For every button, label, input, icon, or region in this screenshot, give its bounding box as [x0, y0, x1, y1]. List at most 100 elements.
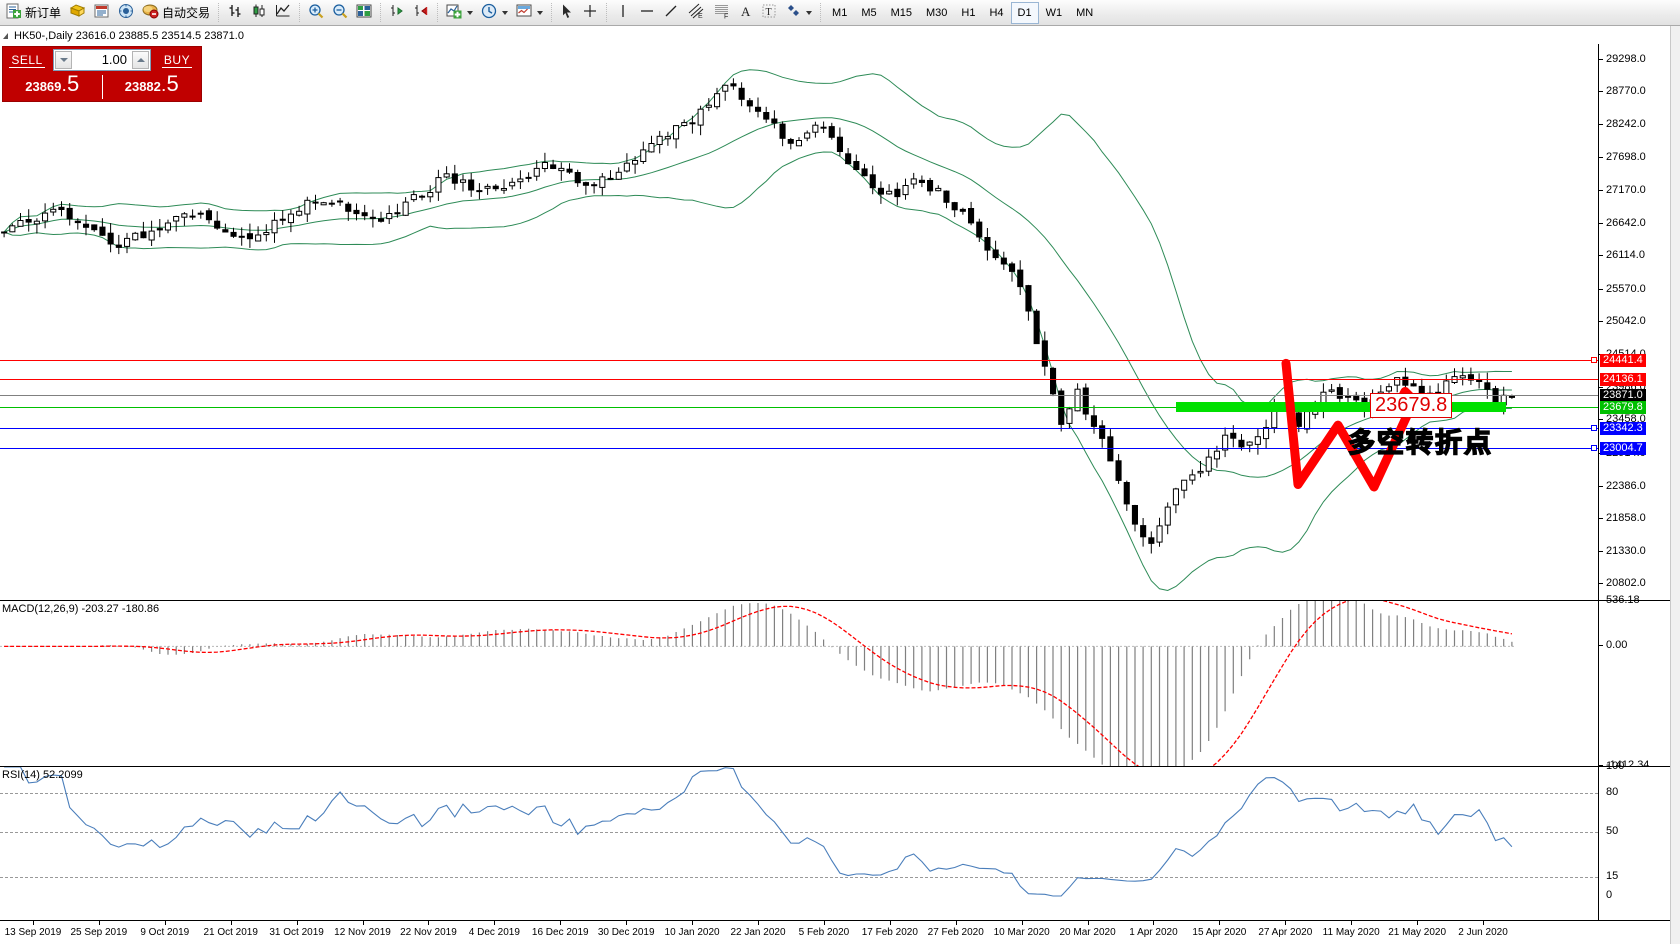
zoom-in-button[interactable] — [304, 2, 328, 24]
templates-button[interactable] — [512, 2, 547, 24]
macd-scale: 536.18 0.00 -1412.34 — [1598, 594, 1680, 771]
price-level-line[interactable] — [0, 394, 1598, 396]
shapes-dropdown-caret[interactable] — [806, 10, 813, 15]
trendline-button[interactable] — [659, 2, 683, 24]
timeframe-m1[interactable]: M1 — [832, 6, 848, 19]
text-icon: A — [739, 3, 753, 22]
one-click-trading-panel[interactable]: SELL 1.00 BUY 23869 . 5 23882 . 5 — [2, 46, 202, 102]
shapes-button[interactable] — [781, 2, 816, 24]
indicators-button[interactable] — [442, 2, 477, 24]
price-plot[interactable]: 23679.8 多空转折点 — [0, 44, 1598, 600]
fibonacci-button[interactable]: F — [709, 2, 735, 24]
text-button[interactable]: A — [735, 2, 757, 24]
support-zone-rectangle[interactable] — [1176, 401, 1506, 412]
buy-price-integer: 23882 — [124, 79, 161, 94]
chart-collapse-icon[interactable] — [3, 33, 8, 39]
buy-label: BUY — [161, 52, 193, 68]
price-scale[interactable]: 29298.0 28770.0 28242.0 27698.0 27170.0 26642… — [1598, 44, 1680, 600]
price-level-line[interactable] — [0, 448, 1598, 450]
rsi-tick-label: 0 — [1606, 889, 1613, 901]
chart-grid-button[interactable] — [352, 2, 376, 24]
sell-price[interactable]: 23869 . 5 — [3, 73, 102, 101]
price-level-tag[interactable]: 24441.4 — [1600, 353, 1646, 367]
price-level-line[interactable] — [0, 406, 1598, 408]
timeframe-m30[interactable]: M30 — [926, 6, 948, 19]
buy-price-separator: . — [161, 79, 166, 94]
crosshair-tool-button[interactable] — [578, 2, 602, 24]
price-level-tag[interactable]: 23871.0 — [1600, 388, 1646, 402]
chart-autoscroll-button[interactable] — [409, 2, 433, 24]
new-order-button[interactable]: 新订单 — [2, 2, 65, 24]
price-level-handle[interactable] — [1591, 356, 1597, 363]
date-tick — [1417, 921, 1419, 925]
price-level-tag[interactable]: 23679.8 — [1600, 400, 1646, 414]
profiles-icon-button[interactable] — [65, 2, 90, 24]
price-level-tag[interactable]: 23004.7 — [1600, 442, 1646, 456]
bar-chart-button[interactable] — [223, 2, 247, 24]
period-button[interactable] — [477, 2, 512, 24]
equidistant-channel-button[interactable]: E — [683, 2, 709, 24]
vertical-line-button[interactable] — [611, 2, 635, 24]
price-level-handle[interactable] — [1591, 445, 1597, 452]
indicators-icon — [446, 3, 462, 22]
price-pane[interactable]: 23679.8 多空转折点 29298.0 28770.0 28242.0 27698.… — [0, 44, 1680, 600]
macd-pane[interactable]: MACD(12,26,9) -203.27 -180.86 536.18 0.00… — [0, 594, 1680, 771]
price-tick-label: 27170.0 — [1606, 184, 1646, 197]
macd-plot[interactable] — [0, 601, 1598, 766]
market-watch-icon-button[interactable] — [90, 2, 114, 24]
date-tick-label: 16 Dec 2019 — [531, 927, 589, 938]
volume-increment-button[interactable] — [132, 51, 149, 69]
line-chart-button[interactable] — [271, 2, 295, 24]
volume-decrement-button[interactable] — [55, 51, 72, 69]
price-level-line[interactable] — [0, 359, 1598, 361]
horizontal-line-button[interactable] — [635, 2, 659, 24]
timeframe-m15[interactable]: M15 — [890, 6, 912, 19]
date-tick-label: 21 May 2020 — [1388, 927, 1447, 938]
date-tick-label: 15 Apr 2020 — [1192, 927, 1247, 938]
price-tick-label: 28242.0 — [1606, 117, 1646, 130]
chart-area[interactable]: HK50-,Daily 23616.0 23885.5 23514.5 2387… — [0, 26, 1680, 944]
timeframe-m5[interactable]: M5 — [861, 6, 877, 19]
date-tick — [428, 921, 430, 925]
toolbar-separator-6 — [606, 2, 608, 23]
zoom-out-button[interactable] — [328, 2, 352, 24]
candlestick-chart-button[interactable] — [247, 2, 271, 24]
price-level-handle[interactable] — [1591, 424, 1597, 431]
price-level-line[interactable] — [0, 378, 1598, 380]
timeframe-d1[interactable]: D1 — [1010, 1, 1039, 24]
price-level-tag[interactable]: 23342.3 — [1600, 421, 1646, 435]
date-axis[interactable]: 13 Sep 2019 25 Sep 2019 9 Oct 2019 21 Oct 2… — [0, 920, 1680, 944]
price-level-tag[interactable]: 24136.1 — [1600, 372, 1646, 386]
rsi-plot[interactable] — [0, 767, 1598, 920]
timeframe-h4[interactable]: H4 — [989, 6, 1004, 19]
buy-price[interactable]: 23882 . 5 — [103, 73, 202, 101]
auto-trading-button[interactable]: 自动交易 — [138, 2, 214, 24]
toolbar-separator-1 — [218, 2, 220, 23]
price-tick-label: 29298.0 — [1606, 52, 1646, 65]
timeframe-w1[interactable]: W1 — [1045, 6, 1063, 19]
price-tag-annotation[interactable]: 23679.8 — [1370, 392, 1453, 418]
chart-shift-button[interactable] — [385, 2, 409, 24]
market-watch-icon — [94, 3, 110, 22]
period-dropdown-caret[interactable] — [502, 10, 509, 15]
navigator-icon-button[interactable] — [114, 2, 138, 24]
text-label-button[interactable]: T — [757, 2, 781, 24]
date-tick-label: 10 Mar 2020 — [993, 927, 1050, 938]
timeframe-h1[interactable]: H1 — [961, 6, 976, 19]
timeframe-mn[interactable]: MN — [1076, 6, 1094, 19]
chinese-annotation-text[interactable]: 多空转折点 — [1347, 428, 1493, 461]
rsi-series — [4, 767, 1513, 897]
buy-button[interactable]: BUY — [153, 47, 201, 73]
red-w-arrow-annotation[interactable] — [0, 44, 1516, 600]
cursor-tool-button[interactable] — [556, 2, 578, 24]
rsi-pane[interactable]: RSI(14) 52.2099 100 80 50 15 0 — [0, 760, 1680, 920]
macd-label: MACD(12,26,9) -203.27 -180.86 — [2, 603, 160, 615]
sell-button[interactable]: SELL — [3, 47, 51, 73]
date-tick-label: 27 Apr 2020 — [1258, 927, 1313, 938]
indicators-dropdown-caret[interactable] — [467, 10, 474, 15]
volume-stepper[interactable]: 1.00 — [53, 49, 151, 71]
price-level-line[interactable] — [0, 427, 1598, 429]
date-tick — [362, 921, 364, 925]
volume-input[interactable]: 1.00 — [101, 52, 127, 67]
templates-dropdown-caret[interactable] — [537, 10, 544, 15]
